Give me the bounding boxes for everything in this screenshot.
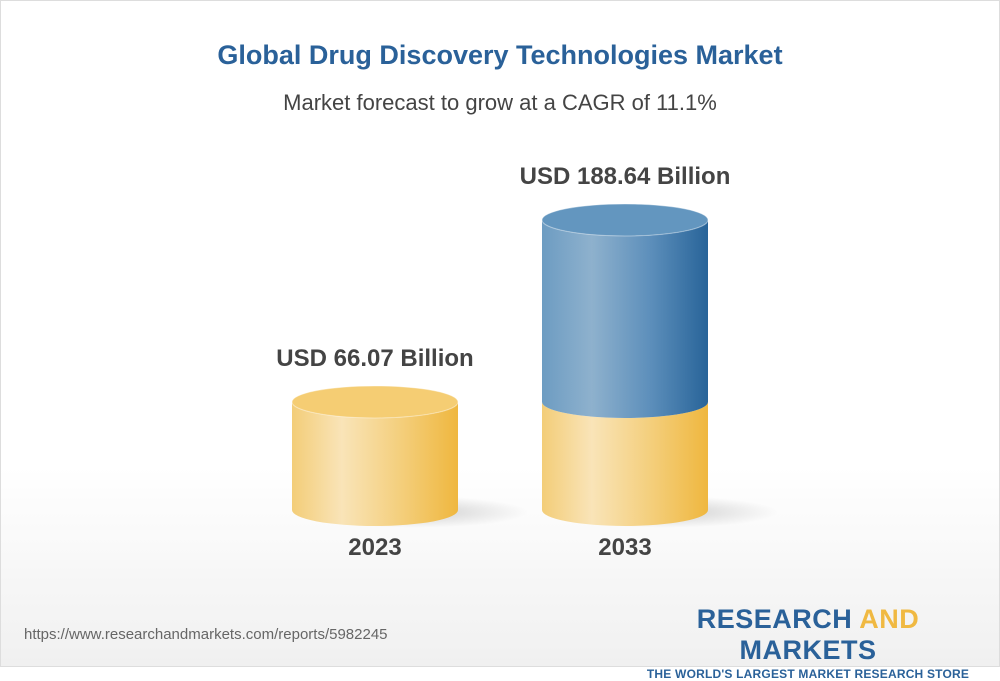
bar-growth-2033-body	[542, 219, 708, 418]
category-label-2023: 2023	[348, 534, 401, 561]
report-url[interactable]: https://www.researchandmarkets.com/repor…	[24, 626, 388, 643]
logo-tagline: THE WORLD'S LARGEST MARKET RESEARCH STOR…	[646, 667, 970, 681]
data-label-2033: USD 188.64 Billion	[520, 163, 731, 190]
category-label-2033: 2033	[598, 534, 651, 561]
bar-2023-top	[291, 385, 459, 419]
chart-subtitle: Market forecast to grow at a CAGR of 11.…	[283, 90, 717, 115]
chart-title: Global Drug Discovery Technologies Marke…	[217, 40, 783, 70]
logo-text-and: AND	[859, 604, 920, 634]
logo-text-markets: MARKETS	[739, 635, 877, 665]
data-label-2023: USD 66.07 Billion	[276, 345, 473, 372]
bar-base-2033-body	[542, 401, 708, 526]
bar-2023-body	[292, 401, 458, 526]
bar-growth-2033-top	[541, 203, 709, 237]
research-and-markets-logo[interactable]: RESEARCH AND MARKETS THE WORLD'S LARGEST…	[640, 604, 976, 681]
cylinder-chart: USD 66.07 Billion 2023 USD 188.64 Billion 2…	[276, 163, 778, 561]
logo-text-research: RESEARCH	[696, 604, 853, 634]
